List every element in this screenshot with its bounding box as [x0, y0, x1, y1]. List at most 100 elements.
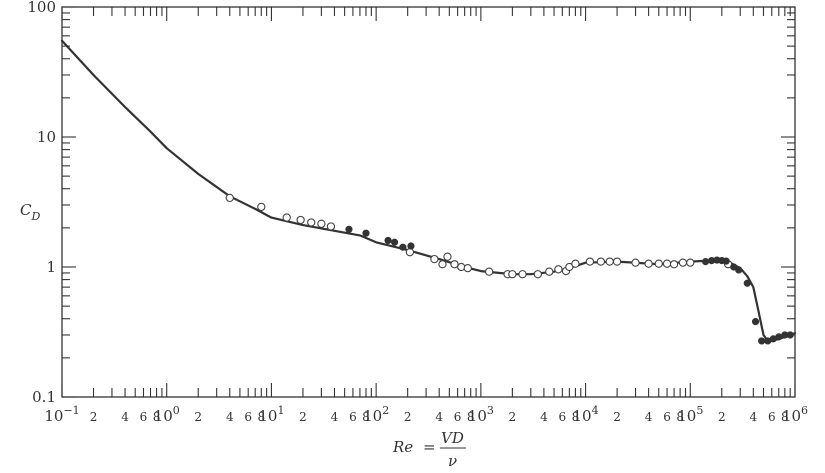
filled-data-point	[735, 266, 743, 274]
open-data-point	[317, 219, 326, 228]
x-minor-label: 4	[645, 410, 653, 424]
x-minor-label: 4	[435, 410, 443, 424]
filled-data-point	[775, 333, 783, 341]
x-axis-title-numerator: VD	[441, 429, 464, 447]
x-minor-label: 6	[140, 410, 148, 424]
open-data-point	[296, 215, 305, 225]
open-data-point	[571, 259, 580, 268]
x-decade-label: 104	[573, 404, 599, 425]
open-data-point	[463, 263, 472, 273]
filled-data-point	[399, 243, 407, 251]
open-data-point	[612, 257, 622, 266]
x-axis-title-denominator: ν	[448, 452, 457, 470]
x-minor-label: 8	[362, 410, 370, 424]
open-data-point	[545, 267, 554, 276]
y-tick-label: 0.1	[32, 388, 56, 406]
x-decade-label: 10−1	[44, 404, 79, 425]
x-minor-label: 2	[509, 410, 517, 424]
filled-data-point	[362, 229, 370, 237]
x-minor-label: 4	[540, 410, 548, 424]
y-axis-title-main: C	[20, 201, 32, 219]
axis-ticks	[61, 6, 796, 398]
open-data-point	[508, 270, 517, 279]
plot-frame	[61, 6, 796, 398]
x-minor-label: 4	[121, 410, 129, 424]
open-data-point	[443, 252, 452, 261]
y-tick-label: 100	[27, 0, 56, 16]
x-minor-label: 8	[467, 410, 475, 424]
open-data-point	[484, 267, 494, 276]
x-minor-label: 4	[331, 410, 339, 424]
x-minor-label: 4	[226, 410, 234, 424]
x-minor-label: 8	[781, 410, 789, 424]
x-minor-label: 8	[153, 410, 161, 424]
open-data-point	[644, 259, 653, 268]
open-data-point	[554, 265, 563, 274]
open-data-point	[518, 270, 527, 279]
x-axis-title-eq: =	[423, 438, 436, 456]
open-data-point	[450, 260, 459, 269]
open-data-point	[585, 257, 595, 266]
x-axis-title-lhs: Re	[392, 438, 413, 456]
x-minor-label: 2	[90, 410, 98, 424]
x-minor-label: 6	[663, 410, 671, 424]
x-decade-label: 100	[154, 404, 180, 425]
open-data-point	[257, 202, 266, 212]
open-data-point	[654, 259, 663, 268]
x-minor-label: 8	[257, 410, 265, 424]
open-data-point	[307, 218, 316, 227]
filled-data-point	[751, 318, 760, 326]
y-tick-label: 1	[46, 258, 56, 276]
x-minor-label: 6	[244, 410, 252, 424]
open-data-point	[326, 222, 336, 231]
filled-data-point	[722, 257, 730, 265]
filled-data-point	[407, 242, 415, 250]
x-minor-label: 2	[194, 410, 202, 424]
x-decade-label: 105	[677, 404, 703, 425]
y-axis-title-sub: D	[30, 210, 40, 223]
x-decade-label: 106	[782, 404, 808, 425]
open-data-point	[678, 258, 688, 267]
x-minor-label: 6	[768, 410, 776, 424]
y-axis-title: CD	[20, 201, 40, 223]
x-minor-label: 2	[404, 410, 412, 424]
x-minor-label: 6	[454, 410, 462, 424]
drag-curve	[60, 39, 797, 342]
x-decade-label: 102	[363, 404, 389, 425]
x-minor-label: 8	[676, 410, 684, 424]
open-data-point	[596, 257, 606, 266]
filled-data-point	[345, 225, 353, 233]
y-tick-label: 10	[37, 128, 56, 146]
open-data-point	[669, 260, 679, 269]
x-minor-label: 2	[299, 410, 307, 424]
open-data-point	[430, 254, 439, 264]
filled-data-point	[743, 279, 751, 287]
data-points	[225, 193, 794, 345]
filled-data-point	[786, 331, 794, 339]
x-decade-label: 103	[468, 404, 494, 425]
open-data-point	[686, 258, 695, 267]
filled-data-point	[384, 236, 392, 245]
y-tick-labels: 100 10 1 0.1	[27, 0, 56, 406]
x-minor-label: 4	[750, 410, 758, 424]
x-axis-title-re: Re	[392, 438, 413, 456]
x-minor-label: 2	[718, 410, 726, 424]
x-minor-label: 6	[349, 410, 357, 424]
open-data-point	[225, 193, 234, 203]
x-minor-label: 8	[572, 410, 580, 424]
open-data-point	[662, 259, 672, 268]
open-data-point	[438, 260, 447, 269]
filled-data-point	[701, 258, 710, 266]
filled-data-point	[758, 337, 766, 345]
x-axis-title: Re = VD ν	[392, 429, 466, 470]
x-minor-label: 6	[559, 410, 567, 424]
x-minor-label: 2	[613, 410, 621, 424]
open-data-point	[631, 258, 640, 267]
open-data-point	[282, 213, 291, 222]
open-data-point	[533, 270, 542, 279]
filled-data-point	[390, 238, 399, 246]
x-decade-label: 101	[258, 404, 284, 425]
open-data-point	[605, 257, 614, 266]
